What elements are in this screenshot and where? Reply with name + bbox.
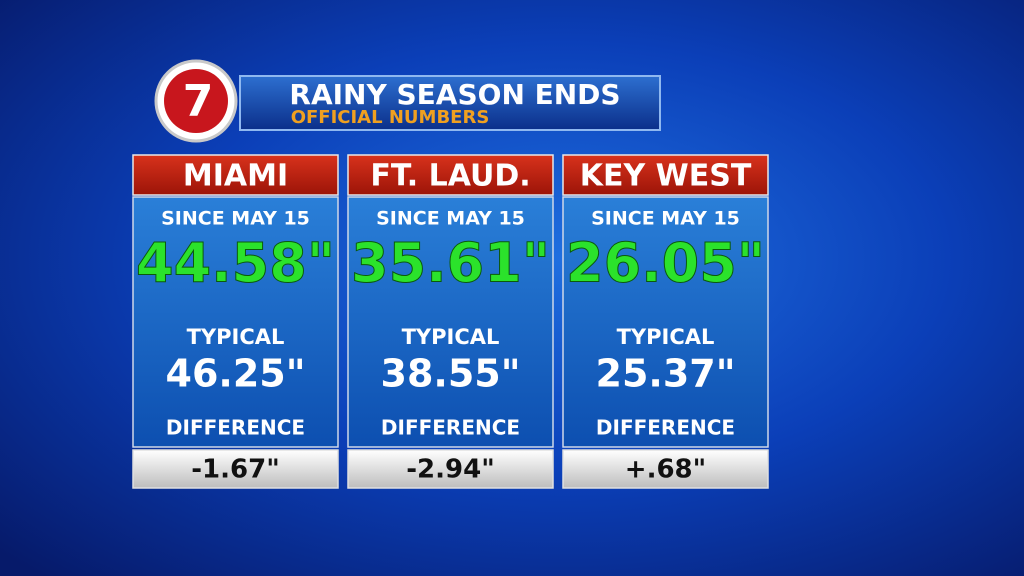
since-label: SINCE MAY 15 [376, 208, 525, 230]
difference-label: DIFFERENCE [596, 416, 735, 440]
difference-label: DIFFERENCE [166, 416, 305, 440]
logo: 7 [183, 76, 214, 127]
title: RAINY SEASON ENDS [289, 78, 620, 111]
column-body [562, 196, 769, 448]
since-label: SINCE MAY 15 [591, 208, 740, 230]
difference-label: DIFFERENCE [381, 416, 520, 440]
difference-value: +.68" [625, 455, 706, 485]
header-banner [239, 75, 661, 131]
typical-value: 25.37" [596, 352, 736, 396]
typical-label: TYPICAL [402, 325, 500, 349]
since-value: 35.61" [351, 232, 550, 295]
column-body [132, 196, 339, 448]
subtitle: OFFICIAL NUMBERS [291, 107, 490, 128]
since-value: 26.05" [566, 232, 765, 295]
typical-value: 38.55" [381, 352, 521, 396]
column-body [347, 196, 554, 448]
difference-box [347, 449, 554, 489]
logo-disc [164, 69, 228, 133]
city-header [347, 154, 554, 196]
difference-box [132, 449, 339, 489]
difference-box [562, 449, 769, 489]
difference-value: -2.94" [406, 455, 495, 485]
city-header [132, 154, 339, 196]
city: KEY WEST [580, 159, 752, 194]
city: FT. LAUD. [370, 159, 530, 194]
city: MIAMI [183, 159, 288, 194]
typical-value: 46.25" [166, 352, 306, 396]
typical-label: TYPICAL [187, 325, 285, 349]
since-label: SINCE MAY 15 [161, 208, 310, 230]
city-header [562, 154, 769, 196]
since-value: 44.58" [136, 232, 335, 295]
typical-label: TYPICAL [617, 325, 715, 349]
difference-value: -1.67" [191, 455, 280, 485]
